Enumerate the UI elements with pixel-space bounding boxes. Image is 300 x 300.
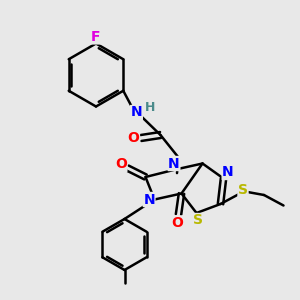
Text: O: O <box>171 216 183 230</box>
Text: H: H <box>145 100 155 114</box>
Text: N: N <box>168 157 180 170</box>
Text: N: N <box>131 106 142 119</box>
Text: F: F <box>91 30 101 44</box>
Text: N: N <box>222 166 234 179</box>
Text: O: O <box>128 131 140 145</box>
Text: S: S <box>238 184 248 197</box>
Text: N: N <box>143 193 155 206</box>
Text: O: O <box>115 158 127 171</box>
Text: S: S <box>193 214 203 227</box>
